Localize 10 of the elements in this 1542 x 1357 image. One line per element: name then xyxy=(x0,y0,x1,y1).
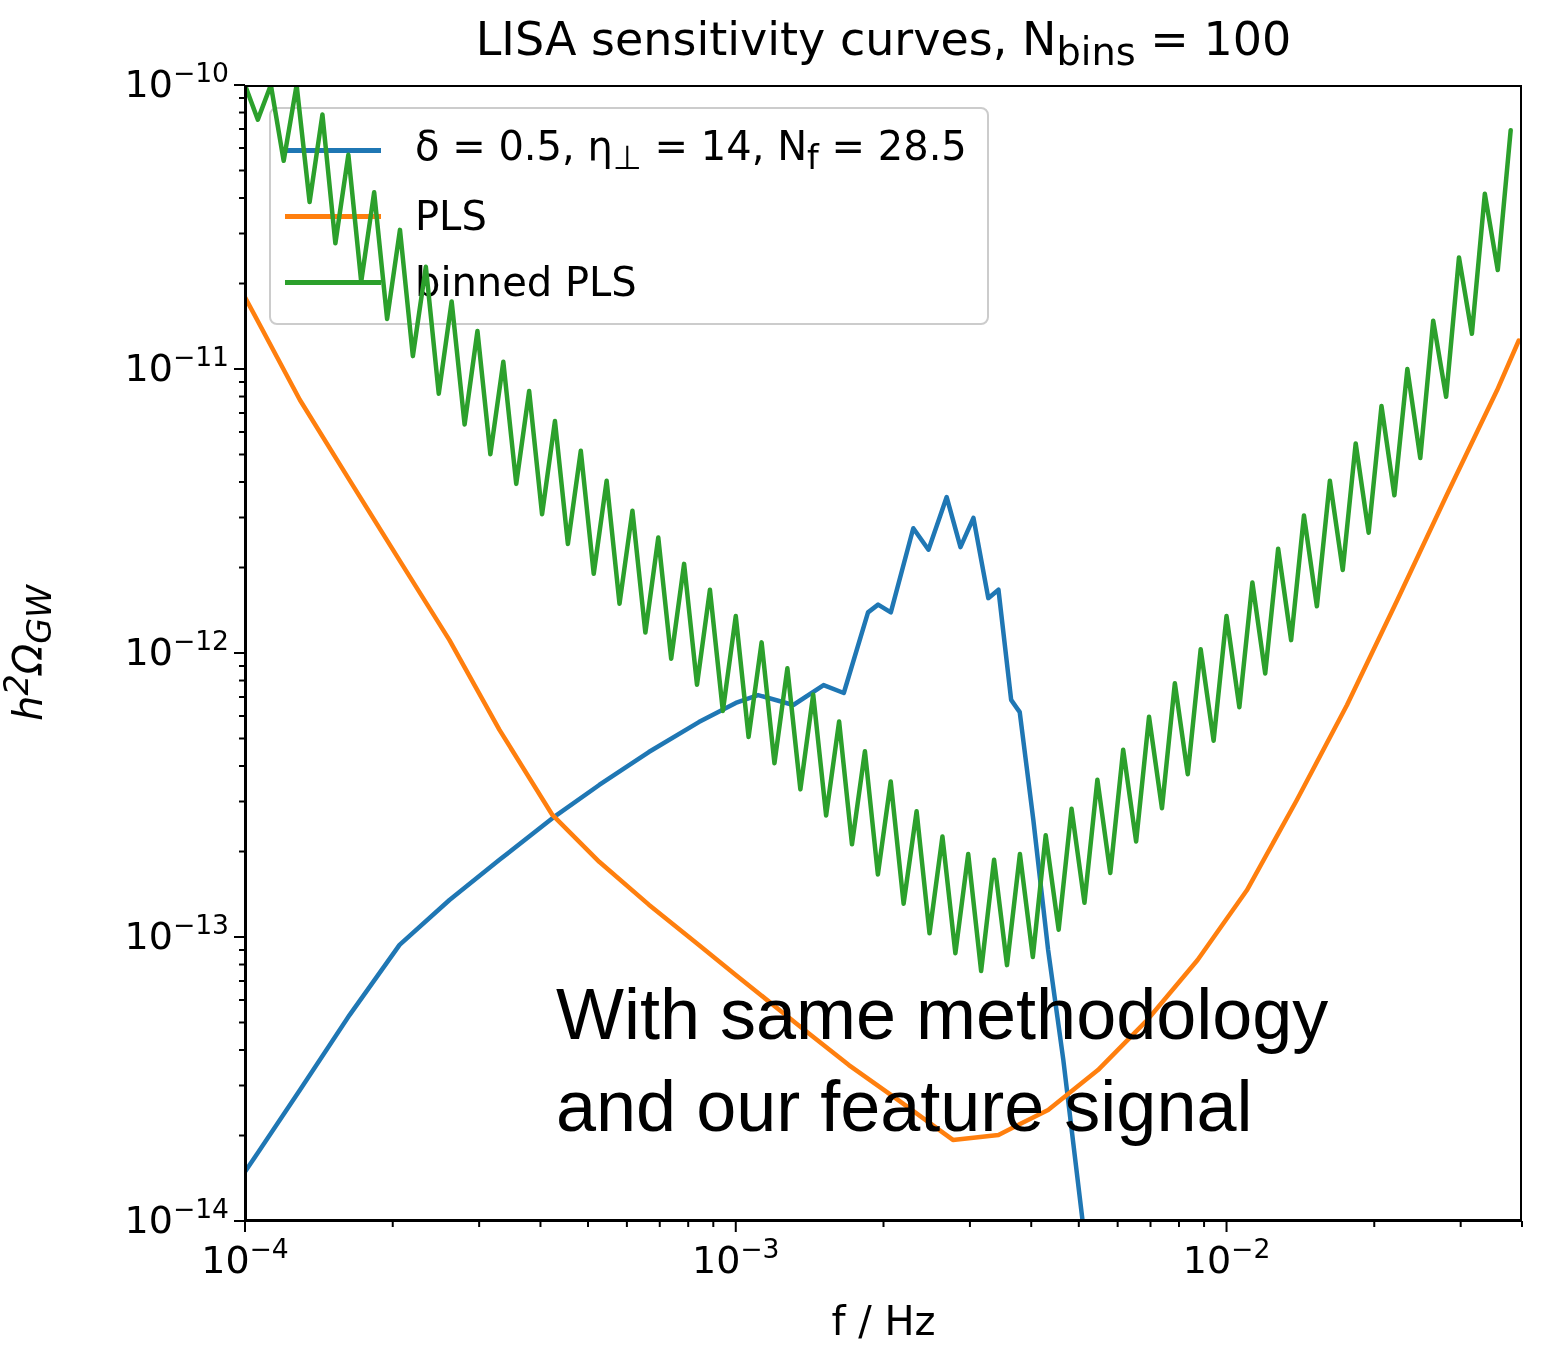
y-tick-label: 10$^{−13}$ xyxy=(124,908,229,958)
x-tick-label: 10$^{−2}$ xyxy=(1182,1232,1271,1282)
chart-title: LISA sensitivity curves, N$_{bins}$ = 100 xyxy=(474,12,1293,75)
y-tick-label: 10$^{−11}$ xyxy=(124,340,229,390)
x-axis-title: f / Hz xyxy=(830,1298,937,1344)
y-tick-label: 10$^{−10}$ xyxy=(124,56,229,106)
x-tick-label: 10$^{−3}$ xyxy=(691,1232,780,1282)
y-tick-label: 10$^{−12}$ xyxy=(124,624,229,674)
legend-label: PLS xyxy=(415,193,487,239)
legend-label: δ = 0.5, η$_{⊥}$ = 14, N$_{f}$ = 28.5 xyxy=(415,123,967,177)
